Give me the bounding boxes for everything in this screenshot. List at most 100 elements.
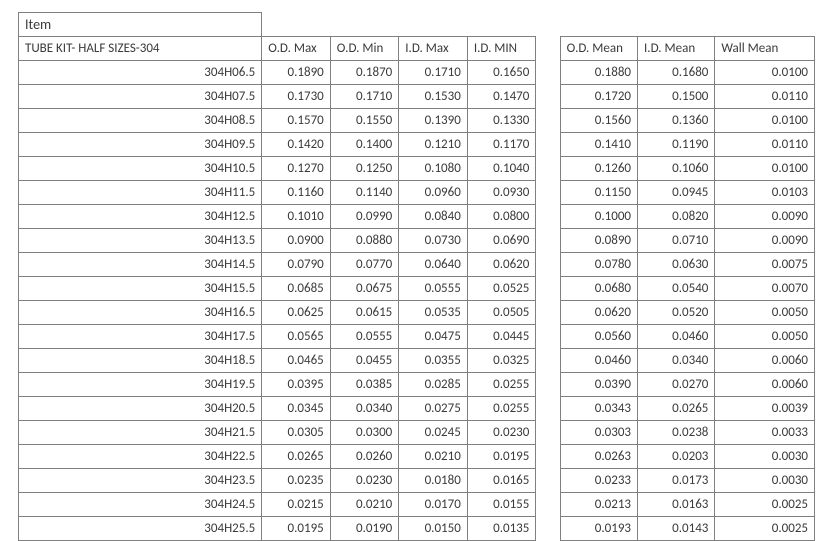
table-row: 304H07.50.17300.17100.15300.14700.17200.… bbox=[19, 85, 815, 109]
cell-item: 304H06.5 bbox=[19, 61, 262, 85]
cell-od-max: 0.0265 bbox=[262, 445, 331, 469]
cell-wall-mean: 0.0090 bbox=[715, 205, 815, 229]
cell-gap bbox=[536, 349, 560, 373]
table-row: 304H10.50.12700.12500.10800.10400.12600.… bbox=[19, 157, 815, 181]
cell-wall-mean: 0.0110 bbox=[715, 133, 815, 157]
cell-item: 304H16.5 bbox=[19, 301, 262, 325]
cell-gap bbox=[536, 109, 560, 133]
tube-kit-table: Item TUBE KIT- HALF SIZES-304 O.D. Max O… bbox=[18, 12, 815, 541]
cell-wall-mean: 0.0090 bbox=[715, 229, 815, 253]
cell-id-mean: 0.0270 bbox=[638, 373, 715, 397]
cell-id-min: 0.0620 bbox=[467, 253, 536, 277]
table-row: 304H11.50.11600.11400.09600.09300.11500.… bbox=[19, 181, 815, 205]
cell-od-min: 0.0385 bbox=[330, 373, 399, 397]
cell-od-min: 0.0340 bbox=[330, 397, 399, 421]
table-row: 304H20.50.03450.03400.02750.02550.03430.… bbox=[19, 397, 815, 421]
cell-item: 304H09.5 bbox=[19, 133, 262, 157]
cell-id-min: 0.0155 bbox=[467, 493, 536, 517]
cell-item: 304H14.5 bbox=[19, 253, 262, 277]
header-od-min: O.D. Min bbox=[330, 37, 399, 61]
cell-od-mean: 0.1000 bbox=[560, 205, 637, 229]
cell-gap bbox=[536, 373, 560, 397]
cell-id-min: 0.0255 bbox=[467, 397, 536, 421]
cell-id-max: 0.0150 bbox=[399, 517, 468, 541]
cell-wall-mean: 0.0060 bbox=[715, 349, 815, 373]
cell-item: 304H19.5 bbox=[19, 373, 262, 397]
cell-od-max: 0.1270 bbox=[262, 157, 331, 181]
cell-od-max: 0.0215 bbox=[262, 493, 331, 517]
cell-od-max: 0.0305 bbox=[262, 421, 331, 445]
cell-od-mean: 0.0343 bbox=[560, 397, 637, 421]
cell-od-max: 0.0465 bbox=[262, 349, 331, 373]
cell-wall-mean: 0.0033 bbox=[715, 421, 815, 445]
cell-item: 304H08.5 bbox=[19, 109, 262, 133]
cell-id-max: 0.0285 bbox=[399, 373, 468, 397]
cell-od-mean: 0.0890 bbox=[560, 229, 637, 253]
cell-item: 304H23.5 bbox=[19, 469, 262, 493]
cell-od-mean: 0.1150 bbox=[560, 181, 637, 205]
cell-item: 304H24.5 bbox=[19, 493, 262, 517]
cell-gap bbox=[536, 61, 560, 85]
cell-id-max: 0.1210 bbox=[399, 133, 468, 157]
table-row: 304H18.50.04650.04550.03550.03250.04600.… bbox=[19, 349, 815, 373]
header-id-mean: I.D. Mean bbox=[638, 37, 715, 61]
cell-id-min: 0.1470 bbox=[467, 85, 536, 109]
cell-gap bbox=[536, 445, 560, 469]
cell-id-max: 0.0475 bbox=[399, 325, 468, 349]
cell-id-max: 0.0275 bbox=[399, 397, 468, 421]
cell-id-min: 0.0230 bbox=[467, 421, 536, 445]
cell-od-min: 0.0300 bbox=[330, 421, 399, 445]
table-row: 304H23.50.02350.02300.01800.01650.02330.… bbox=[19, 469, 815, 493]
cell-od-min: 0.0555 bbox=[330, 325, 399, 349]
cell-item: 304H17.5 bbox=[19, 325, 262, 349]
table-row: 304H13.50.09000.08800.07300.06900.08900.… bbox=[19, 229, 815, 253]
cell-od-min: 0.0210 bbox=[330, 493, 399, 517]
header-gap bbox=[536, 37, 560, 61]
cell-od-max: 0.1160 bbox=[262, 181, 331, 205]
cell-id-max: 0.1390 bbox=[399, 109, 468, 133]
cell-id-max: 0.0640 bbox=[399, 253, 468, 277]
header-empty bbox=[262, 13, 815, 37]
cell-id-mean: 0.0163 bbox=[638, 493, 715, 517]
cell-od-mean: 0.1560 bbox=[560, 109, 637, 133]
cell-gap bbox=[536, 469, 560, 493]
cell-id-mean: 0.0630 bbox=[638, 253, 715, 277]
cell-wall-mean: 0.0060 bbox=[715, 373, 815, 397]
cell-item: 304H13.5 bbox=[19, 229, 262, 253]
cell-gap bbox=[536, 253, 560, 277]
cell-od-mean: 0.1880 bbox=[560, 61, 637, 85]
header-od-max: O.D. Max bbox=[262, 37, 331, 61]
cell-od-max: 0.1890 bbox=[262, 61, 331, 85]
cell-item: 304H12.5 bbox=[19, 205, 262, 229]
cell-id-mean: 0.0143 bbox=[638, 517, 715, 541]
cell-id-min: 0.0525 bbox=[467, 277, 536, 301]
cell-id-mean: 0.1060 bbox=[638, 157, 715, 181]
cell-gap bbox=[536, 277, 560, 301]
cell-wall-mean: 0.0110 bbox=[715, 85, 815, 109]
cell-item: 304H15.5 bbox=[19, 277, 262, 301]
cell-wall-mean: 0.0103 bbox=[715, 181, 815, 205]
cell-id-max: 0.0535 bbox=[399, 301, 468, 325]
table-row: 304H08.50.15700.15500.13900.13300.15600.… bbox=[19, 109, 815, 133]
cell-wall-mean: 0.0025 bbox=[715, 517, 815, 541]
cell-od-max: 0.0235 bbox=[262, 469, 331, 493]
header-id-min: I.D. MIN bbox=[467, 37, 536, 61]
cell-id-mean: 0.0173 bbox=[638, 469, 715, 493]
cell-wall-mean: 0.0025 bbox=[715, 493, 815, 517]
cell-od-mean: 0.0620 bbox=[560, 301, 637, 325]
cell-od-min: 0.0260 bbox=[330, 445, 399, 469]
cell-gap bbox=[536, 301, 560, 325]
header-od-mean: O.D. Mean bbox=[560, 37, 637, 61]
cell-od-mean: 0.0213 bbox=[560, 493, 637, 517]
cell-wall-mean: 0.0050 bbox=[715, 301, 815, 325]
table-row: 304H09.50.14200.14000.12100.11700.14100.… bbox=[19, 133, 815, 157]
table-row: 304H19.50.03950.03850.02850.02550.03900.… bbox=[19, 373, 815, 397]
cell-id-min: 0.0165 bbox=[467, 469, 536, 493]
cell-od-min: 0.1550 bbox=[330, 109, 399, 133]
cell-gap bbox=[536, 205, 560, 229]
cell-od-min: 0.0990 bbox=[330, 205, 399, 229]
cell-id-min: 0.0325 bbox=[467, 349, 536, 373]
cell-id-mean: 0.0340 bbox=[638, 349, 715, 373]
cell-id-mean: 0.0540 bbox=[638, 277, 715, 301]
cell-od-max: 0.1420 bbox=[262, 133, 331, 157]
